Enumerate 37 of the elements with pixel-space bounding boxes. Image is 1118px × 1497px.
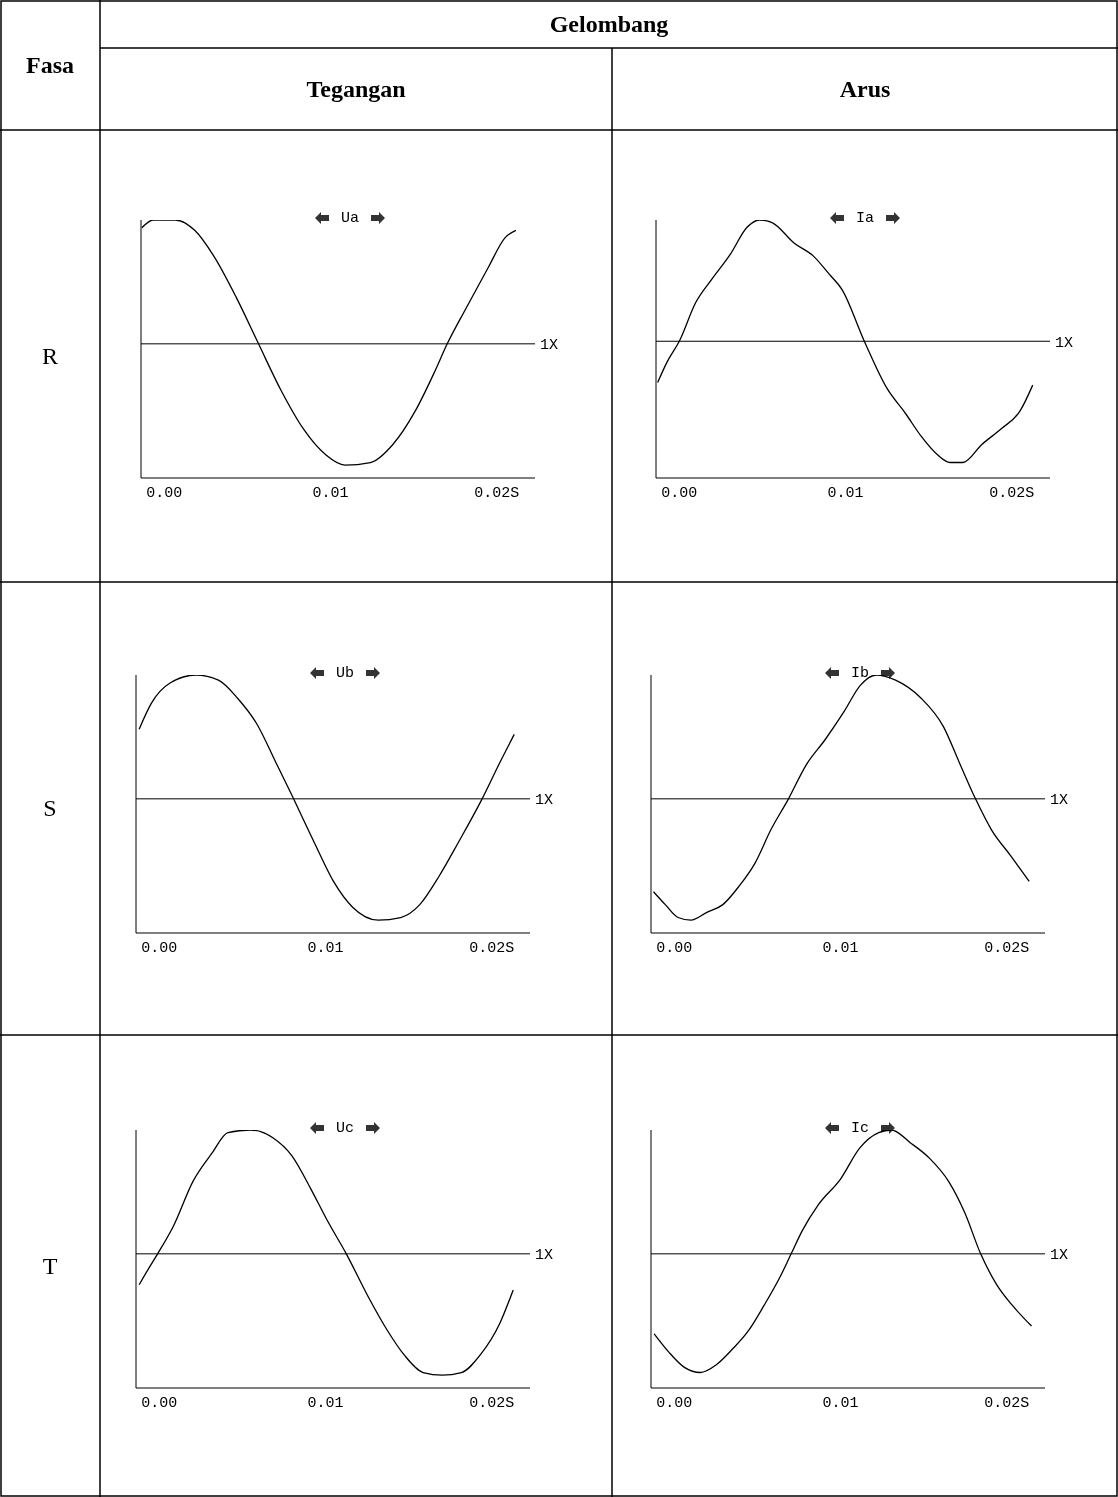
chart-title: Ib	[850, 665, 869, 682]
text: Fasa	[25, 50, 75, 80]
ref-line-label: 1X	[1050, 792, 1069, 810]
x-tick-label: 0.01	[312, 484, 349, 502]
ref-line-label: 1X	[540, 337, 559, 355]
chart-title: Ia	[855, 210, 874, 227]
x-tick-label: 0.02S	[984, 1394, 1030, 1412]
x-tick-label: 0.02S	[469, 1394, 515, 1412]
text: R	[41, 341, 59, 371]
text: S	[42, 794, 58, 823]
chart-title: Ub	[335, 665, 354, 682]
x-tick-label: 0.00	[656, 1394, 693, 1412]
x-tick-label: 0.01	[827, 484, 864, 502]
x-tick-label: 0.00	[661, 484, 698, 502]
chart-title: Ua	[340, 210, 359, 227]
chart-title: Ic	[850, 1120, 869, 1137]
text: Tegangan	[305, 74, 407, 104]
ref-line-label: 1X	[1050, 1247, 1069, 1265]
x-tick-label: 0.02S	[474, 484, 520, 502]
x-tick-label: 0.01	[822, 1394, 859, 1412]
x-tick-label: 0.00	[141, 939, 178, 957]
ref-line-label: 1X	[1055, 334, 1074, 352]
x-tick-label: 0.00	[656, 939, 693, 957]
text: T	[41, 1251, 59, 1281]
ref-line-label: 1X	[535, 1247, 554, 1265]
x-tick-label: 0.02S	[984, 939, 1030, 957]
x-tick-label: 0.01	[307, 1394, 344, 1412]
text: Arus	[838, 74, 892, 104]
x-tick-label: 0.01	[822, 939, 859, 957]
ref-line-label: 1X	[535, 792, 554, 810]
text: Gelombang	[548, 9, 670, 39]
x-tick-label: 0.00	[141, 1394, 178, 1412]
chart-title: Uc	[335, 1120, 354, 1137]
x-tick-label: 0.00	[146, 484, 183, 502]
x-tick-label: 0.02S	[469, 939, 515, 957]
x-tick-label: 0.02S	[989, 484, 1035, 502]
x-tick-label: 0.01	[307, 939, 344, 957]
